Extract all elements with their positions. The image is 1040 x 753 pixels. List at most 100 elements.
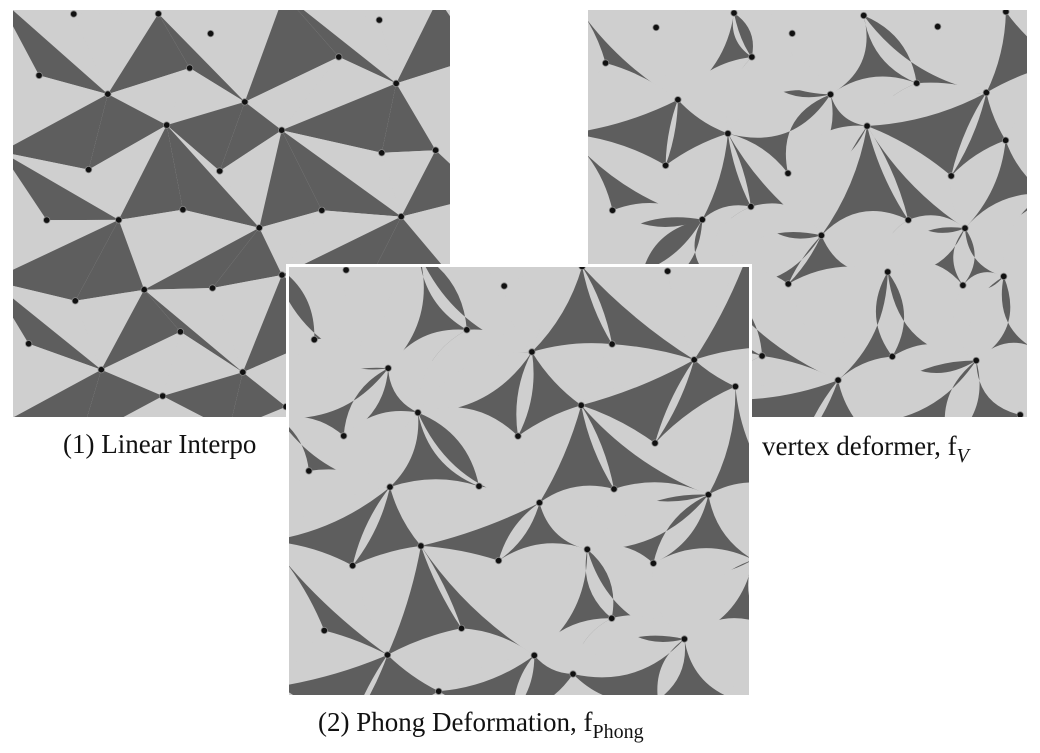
mesh-triangle — [588, 202, 703, 269]
mesh-triangle — [965, 194, 1027, 277]
mesh-triangle — [821, 380, 854, 417]
mesh-vertex-dot — [383, 651, 392, 659]
mesh-triangle — [390, 479, 479, 546]
mesh-triangle — [344, 267, 407, 369]
mesh-triangle — [75, 219, 145, 301]
mesh-triangle — [539, 485, 614, 550]
mesh-triangle — [525, 655, 573, 695]
mesh-triangle — [838, 271, 893, 381]
mesh-vertex-dot — [85, 166, 93, 174]
mesh-vertex-dot — [140, 286, 148, 294]
mesh-triangle — [438, 628, 535, 692]
mesh-triangle — [986, 73, 1027, 141]
mesh-triangle — [950, 140, 1006, 229]
mesh-vertex-dot — [154, 10, 162, 18]
mesh-vertex-dot — [386, 483, 394, 491]
mesh-triangle — [588, 10, 678, 100]
mesh-triangle — [101, 331, 181, 396]
mesh-vertex-dot — [961, 224, 969, 232]
mesh-vertex-dot — [179, 206, 187, 214]
mesh-triangle — [420, 545, 535, 656]
mesh-triangle — [665, 133, 728, 220]
mesh-vertex-dot — [748, 53, 756, 61]
mesh-vertex-dot — [577, 401, 585, 409]
mesh-vertex-dot — [457, 624, 466, 632]
mesh-vertex-dot — [475, 482, 483, 490]
mesh-vertex-dot — [305, 467, 313, 475]
mesh-triangle — [232, 372, 286, 417]
mesh-triangle — [166, 101, 245, 171]
mesh-triangle — [118, 125, 183, 220]
mesh-triangle — [289, 338, 389, 406]
mesh-vertex-dot — [104, 90, 112, 98]
mesh-triangle — [352, 545, 421, 655]
mesh-triangle — [694, 205, 751, 281]
mesh-triangle — [244, 10, 339, 102]
mesh-vertex-dot — [176, 328, 184, 336]
mesh-triangle — [656, 10, 734, 100]
mesh-triangle — [534, 618, 612, 674]
mesh-triangle — [13, 158, 119, 221]
mesh-triangle — [289, 543, 388, 655]
mesh-vertex-dot — [340, 432, 348, 440]
mesh-vertex-dot — [500, 282, 508, 290]
vertex-deformer-caption: vertex deformer, fV — [762, 431, 969, 467]
mesh-triangle — [417, 412, 540, 503]
mesh-triangle — [289, 416, 390, 487]
mesh-triangle — [87, 369, 163, 417]
vertex-deformer-mesh-image — [588, 10, 1027, 417]
mesh-vertex-dot — [698, 216, 706, 224]
mesh-vertex-dot — [784, 280, 792, 288]
mesh-triangle — [425, 267, 532, 353]
mesh-vertex-dot — [608, 614, 616, 622]
mesh-vertex-dot — [1001, 136, 1010, 144]
mesh-triangle — [902, 360, 977, 417]
mesh-vertex-dot — [690, 356, 698, 364]
mesh-vertex-dot — [947, 172, 955, 180]
mesh-triangle — [734, 10, 831, 95]
mesh-triangle — [951, 92, 1006, 176]
mesh-vertex-dot — [758, 352, 766, 360]
mesh-vertex-dot — [1002, 10, 1010, 16]
mesh-vertex-dot — [186, 64, 194, 72]
mesh-triangle — [863, 15, 987, 94]
vertex-caption-text: vertex deformer, f — [762, 431, 957, 461]
mesh-vertex-dot — [888, 352, 896, 361]
mesh-vertex-dot — [384, 364, 392, 372]
vertex-caption-subscript: V — [956, 445, 969, 467]
mesh-vertex-dot — [392, 79, 400, 88]
mesh-vertex-dot — [278, 271, 286, 279]
mesh-vertex-dot — [904, 216, 912, 224]
mesh-triangle — [867, 92, 987, 176]
mesh-triangle — [297, 10, 397, 84]
mesh-triangle — [13, 285, 102, 370]
mesh-triangle — [13, 154, 119, 220]
mesh-triangle — [352, 487, 421, 566]
mesh-triangle — [166, 68, 245, 126]
mesh-vertex-dot — [704, 491, 712, 499]
mesh-vertex-dot — [375, 16, 383, 24]
mesh-triangle — [885, 215, 965, 272]
mesh-triangle — [13, 219, 119, 301]
mesh-triangle — [863, 10, 987, 93]
mesh-vertex-dot — [207, 29, 215, 38]
mesh-vertex-dot — [310, 336, 318, 344]
mesh-vertex-dot — [255, 224, 263, 232]
mesh-triangle — [867, 82, 987, 126]
mesh-vertex-dot — [115, 216, 123, 224]
mesh-triangle — [14, 369, 102, 417]
mesh-triangle — [504, 267, 582, 352]
mesh-triangle — [73, 13, 159, 95]
mesh-triangle — [401, 204, 450, 275]
mesh-triangle — [166, 125, 260, 228]
mesh-triangle — [420, 486, 540, 546]
mesh-vertex-dot — [610, 485, 618, 493]
mesh-vertex-dot — [97, 366, 105, 374]
mesh-triangle — [13, 343, 102, 417]
mesh-triangle — [244, 56, 339, 131]
mesh-vertex-dot — [335, 53, 343, 61]
mesh-vertex-dot — [662, 161, 670, 169]
mesh-triangle — [787, 125, 868, 236]
mesh-triangle — [101, 289, 181, 370]
mesh-triangle — [88, 125, 167, 220]
